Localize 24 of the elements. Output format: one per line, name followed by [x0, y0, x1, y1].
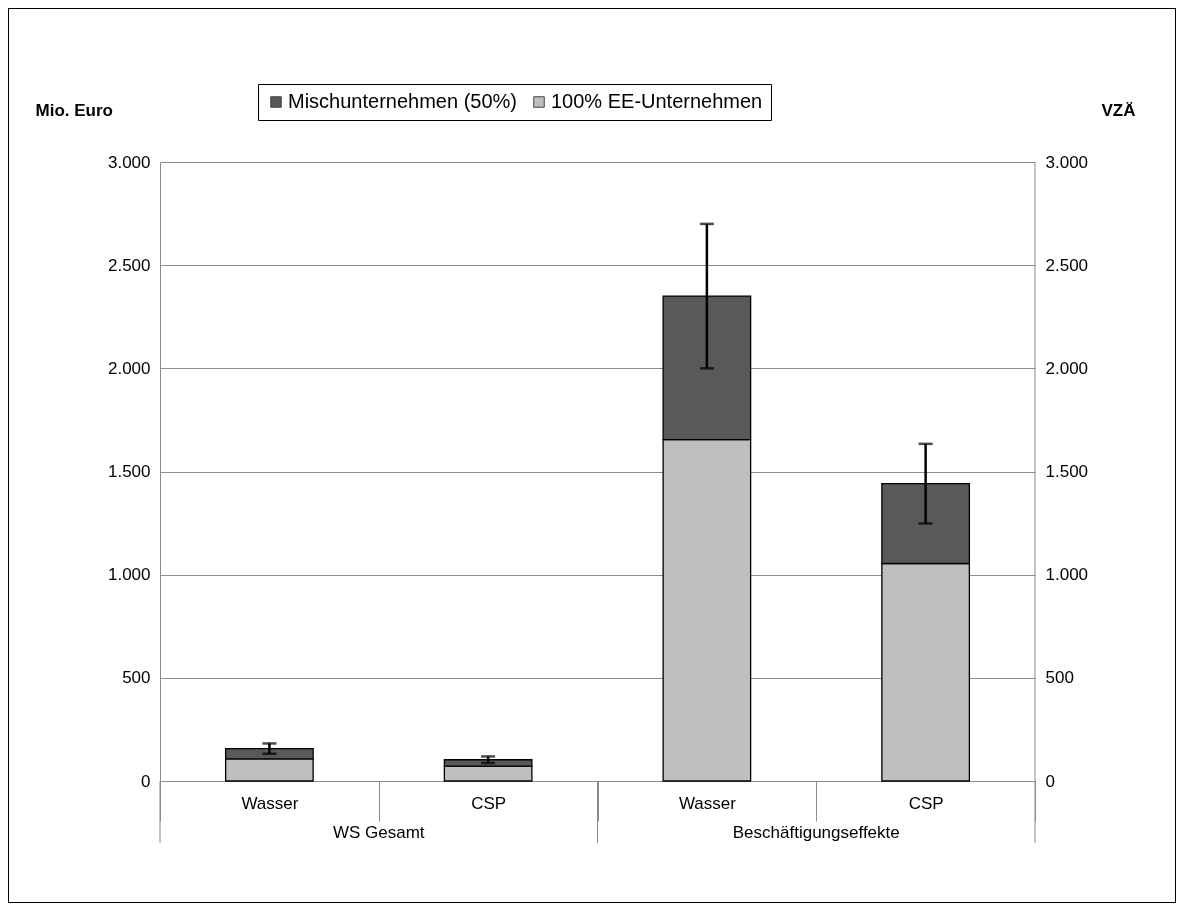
y-tick-label: 3.000 [107, 152, 151, 172]
y-tick-label: 2.000 [107, 358, 151, 378]
y-tick-label: 2.500 [107, 255, 151, 275]
x-tick-label: CSP [908, 793, 944, 813]
y-tick-label: 1.000 [107, 565, 151, 585]
y2-tick-label: 500 [1045, 668, 1074, 688]
y2-axis-title: VZÄ [1101, 100, 1136, 120]
y-tick-label: 500 [122, 668, 151, 688]
legend-label: Mischunternehmen (50%) [288, 90, 517, 112]
legend-label: 100% EE-Unternehmen [551, 90, 763, 112]
y-tick-label: 1.500 [107, 462, 151, 481]
x-tick-label: Wasser [241, 793, 299, 813]
y2-tick-label: 3.000 [1045, 152, 1089, 172]
y2-tick-label: 2.000 [1045, 358, 1089, 378]
y-axis-title: Mio. Euro [35, 100, 113, 120]
y2-tick-label: 0 [1045, 771, 1055, 791]
y2-tick-label: 1.500 [1045, 462, 1089, 481]
x-tick-label: Wasser [678, 793, 737, 813]
y2-tick-label: 2.500 [1045, 255, 1089, 275]
y2-tick-label: 1.000 [1045, 565, 1089, 585]
text: WS Gesamt [332, 823, 425, 842]
text: Beschäftigungseffekte [732, 823, 900, 842]
y-tick-label: 0 [141, 771, 151, 791]
x-tick-label: CSP [471, 793, 507, 813]
